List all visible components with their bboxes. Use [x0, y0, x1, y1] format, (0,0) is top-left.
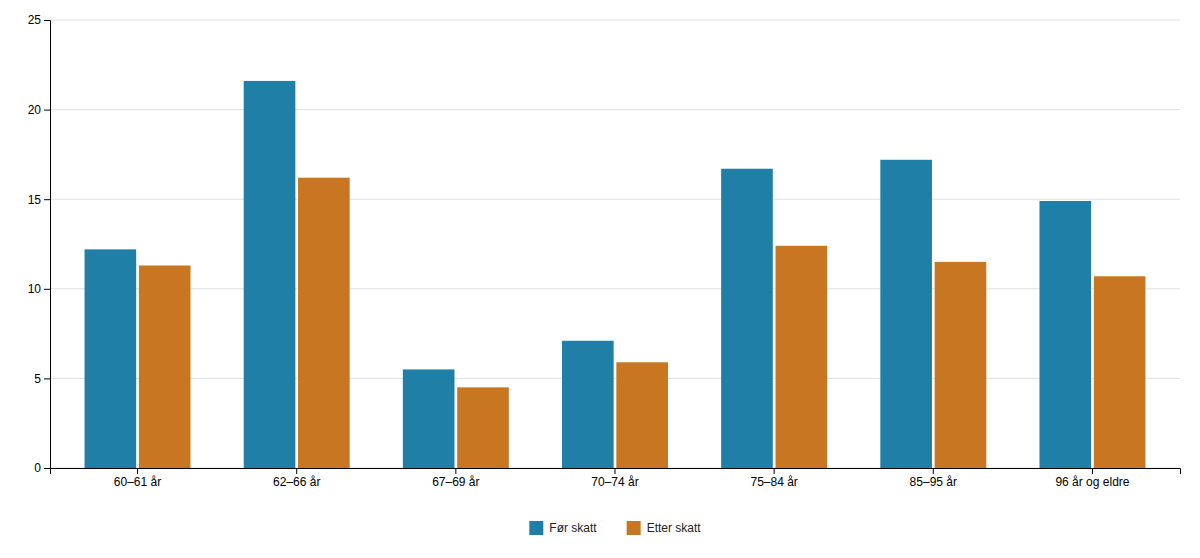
- y-axis: 0 5 10 15 20 25: [28, 13, 51, 475]
- tick: 15: [28, 193, 50, 207]
- tick: 96 år og eldre: [1055, 468, 1129, 489]
- legend-swatch: [529, 521, 543, 535]
- bar: [139, 266, 191, 468]
- legend: Før skatt Etter skatt: [529, 521, 701, 535]
- tick-label: 62–66 år: [273, 475, 320, 489]
- legend-item: Etter skatt: [627, 521, 702, 535]
- tick: 70–74 år: [591, 468, 638, 489]
- tick-mark: [455, 468, 456, 474]
- tick-mark: [296, 468, 297, 474]
- bar: [776, 246, 828, 468]
- bar: [244, 81, 296, 468]
- tick-mark: [44, 199, 50, 200]
- tick-mark: [1092, 468, 1093, 474]
- bar: [880, 160, 932, 468]
- bar: [298, 178, 350, 468]
- bar: [562, 341, 614, 468]
- axis-line: [44, 21, 51, 469]
- grid-line: [50, 20, 1180, 21]
- tick-label: 85–95 år: [910, 475, 957, 489]
- tick-label: 60–61 år: [114, 475, 161, 489]
- axis-line: [51, 469, 1181, 475]
- tick: 5: [34, 372, 50, 386]
- tick-label: 96 år og eldre: [1055, 475, 1129, 489]
- bar: [935, 262, 987, 468]
- bar: [403, 369, 455, 468]
- tick-mark: [44, 20, 50, 21]
- legend-label: Før skatt: [549, 521, 597, 535]
- plot: 0 5 10 15 20 25 60–61 år 62–66 år 67–69 år 70–74 …: [28, 13, 1181, 488]
- bar: [1039, 201, 1091, 468]
- tick: 62–66 år: [273, 468, 320, 489]
- tick: 25: [28, 13, 50, 27]
- tick: 67–69 år: [432, 468, 479, 489]
- grid-line: [50, 378, 1180, 379]
- tick-mark: [44, 289, 50, 290]
- legend-label: Etter skatt: [647, 521, 702, 535]
- x-axis: 60–61 år 62–66 år 67–69 år 70–74 år 75–84 år…: [51, 468, 1181, 489]
- legend-swatch: [627, 521, 641, 535]
- tick: 0: [34, 461, 50, 475]
- tick-mark: [933, 468, 934, 474]
- tick: 20: [28, 103, 50, 117]
- tick-mark: [44, 110, 50, 111]
- grid-line: [50, 288, 1180, 289]
- tick-label: 5: [34, 372, 41, 386]
- tick: 75–84 år: [750, 468, 797, 489]
- bar-series: [85, 81, 1092, 468]
- tick-label: 70–74 år: [591, 475, 638, 489]
- tick-mark: [774, 468, 775, 474]
- tick-label: 15: [28, 193, 42, 207]
- legend-item: Før skatt: [529, 521, 597, 535]
- tick-label: 25: [28, 13, 42, 27]
- bars: [85, 81, 1146, 468]
- tick-mark: [44, 378, 50, 379]
- tick-label: 10: [28, 282, 42, 296]
- tick-mark: [44, 468, 50, 469]
- grid: [50, 20, 1180, 468]
- tick-label: 0: [34, 461, 41, 475]
- tick: 85–95 år: [910, 468, 957, 489]
- tick-mark: [137, 468, 138, 474]
- tick-label: 20: [28, 103, 42, 117]
- bar: [1094, 276, 1146, 468]
- tick: 60–61 år: [114, 468, 161, 489]
- tick-label: 67–69 år: [432, 475, 479, 489]
- tick-mark: [615, 468, 616, 474]
- bar: [616, 362, 668, 468]
- grid-line: [50, 199, 1180, 200]
- tick-label: 75–84 år: [750, 475, 797, 489]
- bar: [721, 169, 773, 468]
- bar: [457, 387, 509, 468]
- tick: 10: [28, 282, 50, 296]
- grid-line: [50, 109, 1180, 110]
- bar: [85, 249, 137, 468]
- bar-series: [139, 178, 1146, 468]
- chart: 0 5 10 15 20 25 60–61 år 62–66 år 67–69 år 70–74 …: [0, 0, 1200, 558]
